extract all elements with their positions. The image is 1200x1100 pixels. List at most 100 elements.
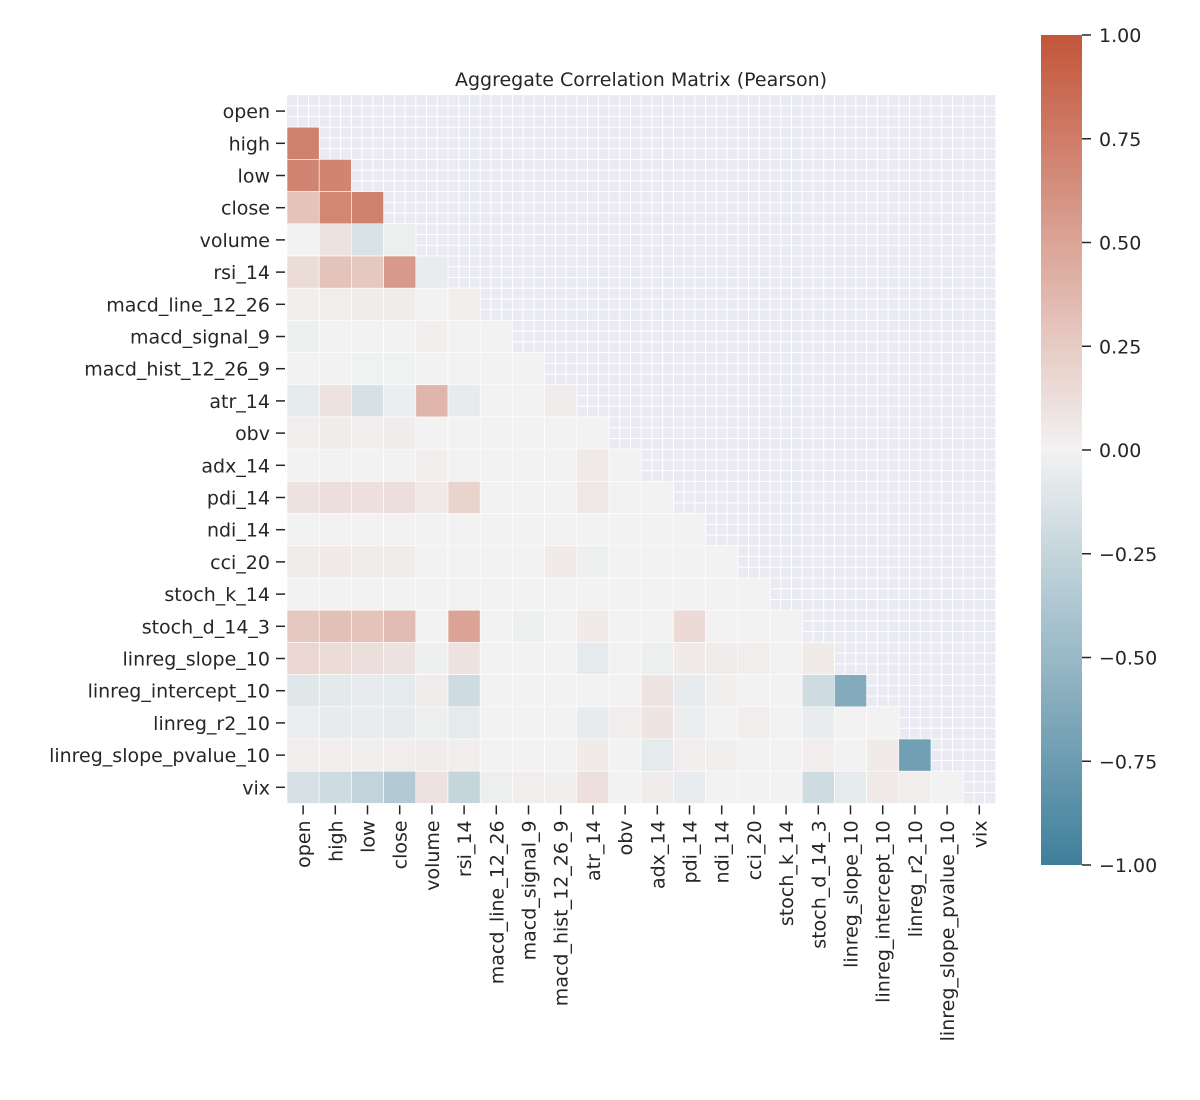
heatmap-cell	[737, 674, 771, 708]
heatmap-cell	[866, 706, 900, 740]
heatmap-cell	[479, 448, 513, 482]
heatmap-cell	[415, 706, 449, 740]
heatmap-cell	[286, 223, 320, 257]
heatmap-cell	[512, 642, 545, 675]
y-tick-label: obv	[235, 423, 270, 445]
heatmap-cell	[318, 223, 352, 257]
heatmap-cell	[318, 577, 352, 611]
colorbar-tick-label: −1.00	[1099, 855, 1157, 877]
heatmap-cell	[769, 706, 803, 740]
heatmap-cell	[673, 738, 706, 772]
heatmap-cell	[769, 770, 803, 804]
heatmap-cell	[351, 577, 384, 611]
y-tick-label: close	[221, 198, 270, 220]
heatmap-cell	[608, 738, 642, 772]
heatmap-cell	[834, 674, 867, 708]
heatmap-cell	[608, 674, 642, 708]
colorbar-tick-label: 1.00	[1099, 25, 1141, 47]
heatmap-cell	[351, 352, 384, 386]
heatmap-cell	[705, 706, 739, 740]
heatmap-cell	[415, 320, 449, 353]
heatmap-cell	[351, 481, 384, 514]
heatmap-cell	[576, 481, 610, 514]
heatmap-cell	[479, 577, 513, 611]
x-tick-label: high	[325, 820, 347, 861]
colorbar: 1.00 0.75 0.50 0.25 0.00 −0.25 −0.50 −0.75 −1.00	[1041, 25, 1157, 877]
y-tick-label: macd_signal_9	[130, 327, 270, 349]
heatmap-cell	[447, 577, 481, 611]
heatmap-cell	[286, 191, 320, 225]
heatmap-cell	[608, 770, 642, 804]
heatmap-cell	[544, 481, 578, 514]
heatmap-cell	[318, 320, 352, 353]
x-tick-label: open	[293, 820, 315, 867]
heatmap-cell	[512, 352, 545, 386]
heatmap-cell	[737, 609, 771, 643]
heatmap-cell	[415, 674, 449, 708]
heatmap-cell	[383, 770, 417, 804]
heatmap-cell	[447, 609, 481, 643]
heatmap-cell	[512, 674, 545, 708]
heatmap-cell	[383, 255, 417, 289]
x-tick-label: rsi_14	[454, 820, 476, 877]
y-tick-label: linreg_slope_pvalue_10	[49, 745, 270, 767]
heatmap-cell	[705, 577, 739, 611]
heatmap-cell	[544, 448, 578, 482]
heatmap-cell	[318, 159, 352, 192]
heatmap-cell	[383, 674, 417, 708]
heatmap-cell	[447, 384, 481, 418]
heatmap-cell	[415, 513, 449, 547]
heatmap-cell	[318, 513, 352, 547]
heatmap-cell	[705, 609, 739, 643]
heatmap-cell	[415, 642, 449, 675]
y-tick-label: ndi_14	[207, 520, 270, 542]
heatmap-cell	[447, 481, 481, 514]
heatmap-cell	[640, 642, 674, 675]
heatmap-cell	[801, 706, 835, 740]
heatmap-cell	[737, 642, 771, 675]
heatmap-cell	[318, 738, 352, 772]
heatmap-cell	[479, 384, 513, 418]
x-tick-label: stoch_d_14_3	[808, 820, 830, 948]
heatmap-cell	[544, 545, 578, 579]
heatmap-cell	[640, 577, 674, 611]
heatmap-cell	[286, 416, 320, 450]
heatmap-cell	[415, 577, 449, 611]
heatmap-cell	[286, 706, 320, 740]
heatmap-cell	[415, 481, 449, 514]
heatmap-cell	[383, 287, 417, 321]
heatmap-cell	[769, 674, 803, 708]
heatmap-cell	[286, 352, 320, 386]
heatmap-cell	[544, 674, 578, 708]
heatmap-cell	[479, 545, 513, 579]
heatmap-cell	[351, 770, 384, 804]
heatmap-cell	[801, 770, 835, 804]
heatmap-cell	[383, 352, 417, 386]
heatmap-cell	[479, 352, 513, 386]
heatmap-cell	[286, 770, 320, 804]
heatmap-cell	[576, 448, 610, 482]
heatmap-cell	[447, 706, 481, 740]
heatmap-cell	[415, 352, 449, 386]
y-axis: open high low close volume rsi_14 macd_line_12…	[49, 101, 285, 799]
heatmap-cell	[512, 513, 545, 547]
x-tick-label: linreg_intercept_10	[873, 820, 895, 1002]
y-tick-label: open	[223, 101, 270, 123]
heatmap-cell	[447, 352, 481, 386]
x-tick-label: low	[358, 820, 380, 852]
heatmap-cell	[512, 706, 545, 740]
heatmap-cell	[286, 159, 320, 192]
heatmap-cell	[608, 577, 642, 611]
heatmap-cell	[447, 416, 481, 450]
y-tick-label: atr_14	[209, 391, 270, 413]
heatmap-cell	[351, 320, 384, 353]
heatmap-cell	[576, 642, 610, 675]
heatmap-cell	[608, 545, 642, 579]
heatmap-cell	[286, 384, 320, 418]
heatmap-cell	[801, 674, 835, 708]
heatmap-cell	[318, 448, 352, 482]
colorbar-tick-label: −0.50	[1099, 648, 1157, 670]
chart-title: Aggregate Correlation Matrix (Pearson)	[455, 69, 827, 91]
